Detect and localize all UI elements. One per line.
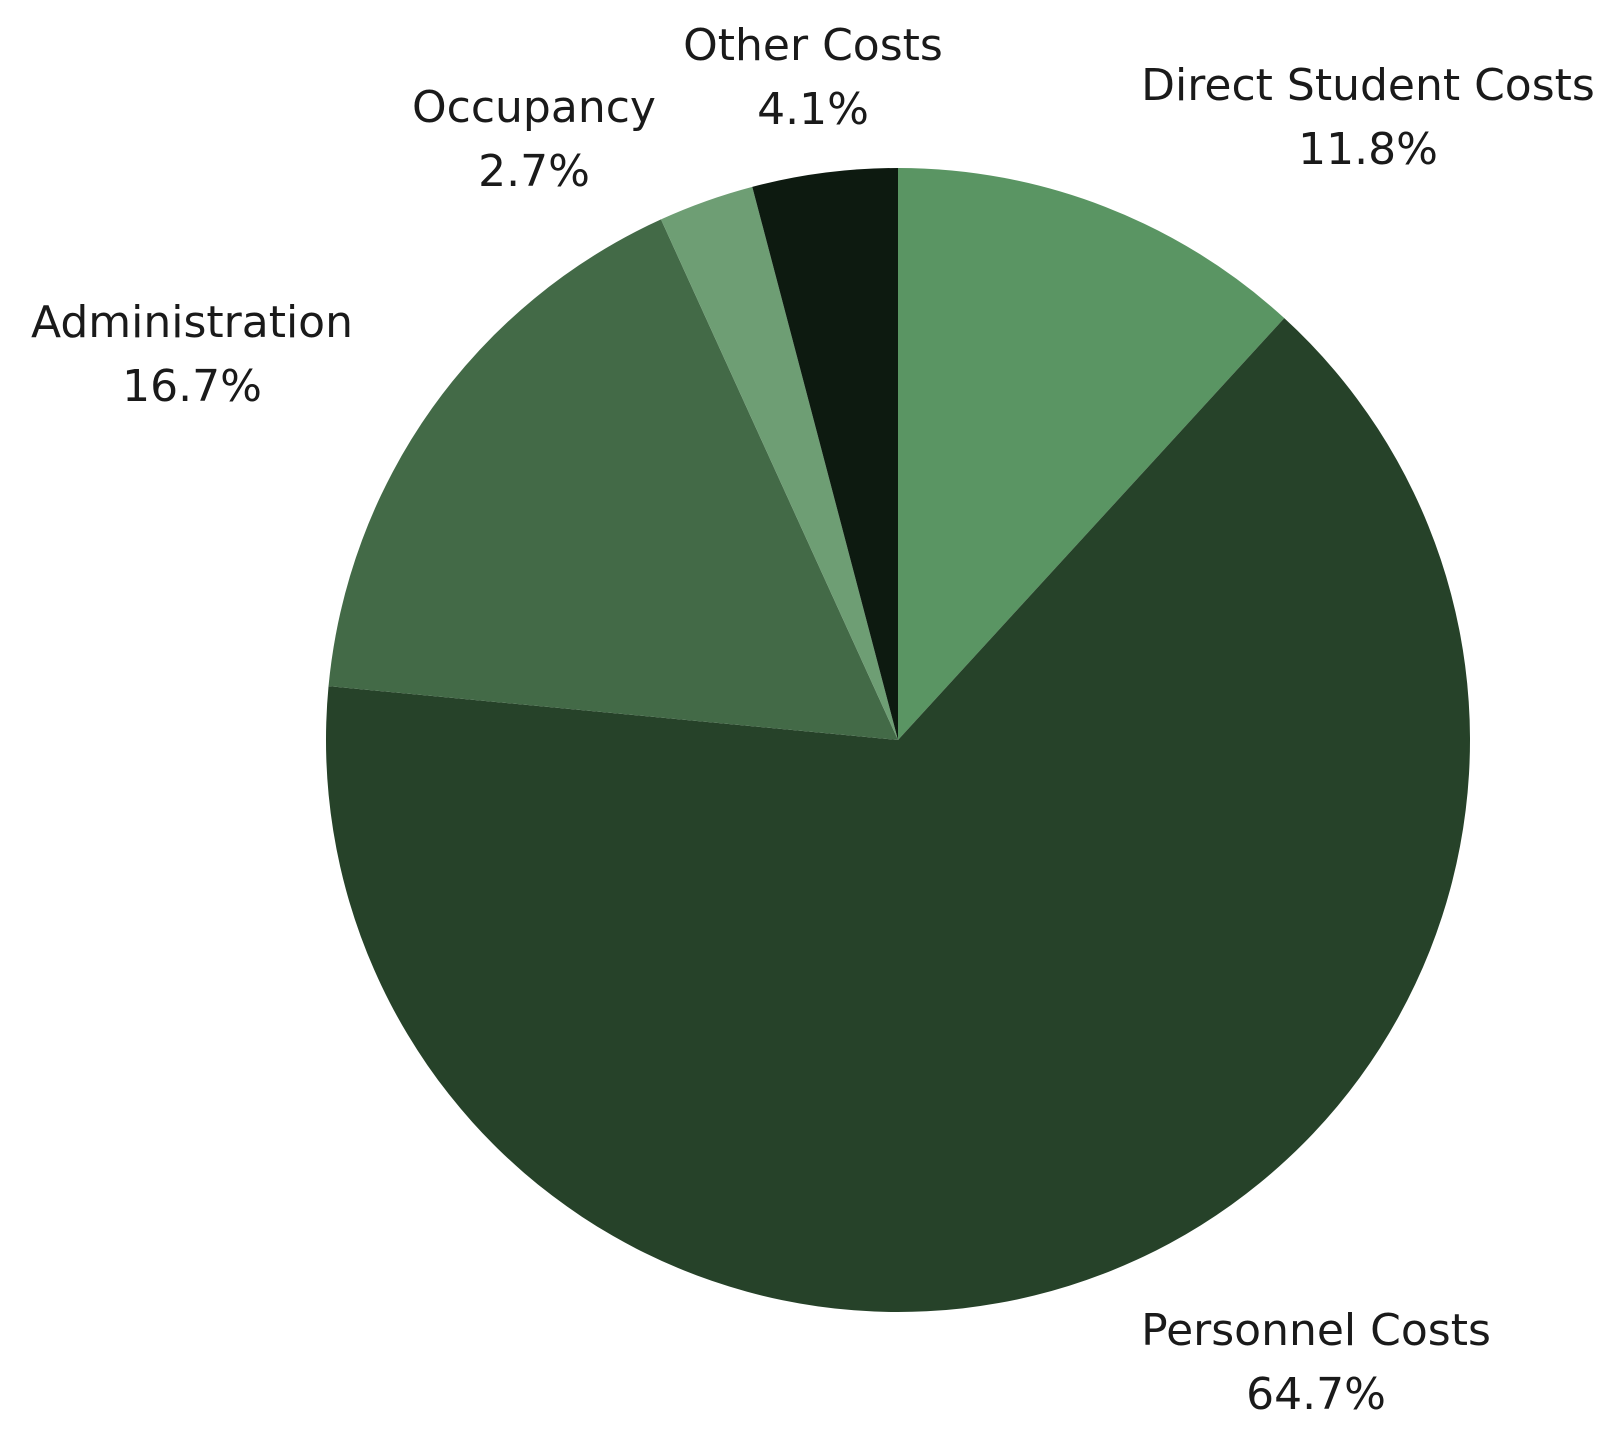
slice-label: Administration	[31, 297, 353, 348]
slice-value-label: 2.7%	[478, 146, 590, 197]
pie-slice	[752, 168, 898, 740]
slice-label: Personnel Costs	[1141, 1305, 1491, 1356]
slice-value-label: 64.7%	[1246, 1369, 1386, 1420]
slice-label: Other Costs	[683, 20, 943, 71]
slice-value-label: 4.1%	[757, 84, 869, 135]
pie-slice	[328, 219, 898, 741]
slice-label: Occupancy	[412, 82, 656, 133]
pie-slice	[898, 168, 1285, 740]
slice-label: Direct Student Costs	[1141, 60, 1595, 111]
pie-slice	[326, 318, 1470, 1313]
slice-value-label: 11.8%	[1298, 124, 1438, 175]
pie-slice	[660, 186, 898, 741]
slice-value-label: 16.7%	[122, 361, 262, 412]
